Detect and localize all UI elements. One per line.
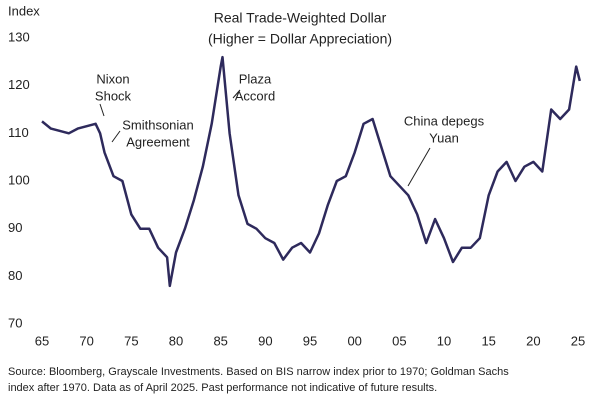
annotation: Accord [235, 88, 275, 103]
y-tick-label: 100 [8, 172, 30, 187]
y-tick-label: 90 [8, 220, 22, 235]
x-tick-label: 70 [79, 333, 93, 348]
source-note: index after 1970. Data as of April 2025.… [8, 382, 437, 394]
y-tick-label: 130 [8, 29, 30, 44]
y-tick-label: 110 [8, 125, 29, 140]
y-axis-label: Index [8, 3, 40, 18]
y-tick-label: 120 [8, 77, 30, 92]
annotation: China depegs [404, 113, 485, 128]
x-tick-label: 00 [347, 333, 361, 348]
chart-subtitle: (Higher = Dollar Appreciation) [208, 31, 392, 47]
leader-line [99, 103, 105, 117]
x-tick-label: 15 [481, 333, 495, 348]
x-tick-label: 10 [437, 333, 451, 348]
x-tick-label: 20 [526, 333, 540, 348]
source-note: Source: Bloomberg, Grayscale Investments… [8, 366, 509, 378]
x-tick-label: 85 [213, 333, 227, 348]
x-tick-label: 25 [571, 333, 585, 348]
y-tick-label: 70 [8, 315, 22, 330]
x-tick-label: 80 [169, 333, 183, 348]
chart-title: Real Trade-Weighted Dollar [214, 10, 387, 26]
x-tick-label: 95 [303, 333, 317, 348]
y-tick-label: 80 [8, 268, 22, 283]
annotation: Smithsonian [122, 117, 194, 132]
annotation: Yuan [429, 130, 459, 145]
data-line [41, 55, 582, 288]
leader-line [232, 89, 241, 99]
x-tick-label: 65 [35, 333, 49, 348]
annotation: Nixon [96, 71, 129, 86]
annotation: Shock [95, 88, 132, 103]
annotation: Plaza [239, 71, 272, 86]
leader-line [111, 130, 121, 143]
x-tick-label: 75 [124, 333, 138, 348]
annotation: Agreement [126, 134, 190, 149]
x-tick-label: 05 [392, 333, 406, 348]
x-tick-label: 90 [258, 333, 272, 348]
leader-line [407, 147, 431, 187]
